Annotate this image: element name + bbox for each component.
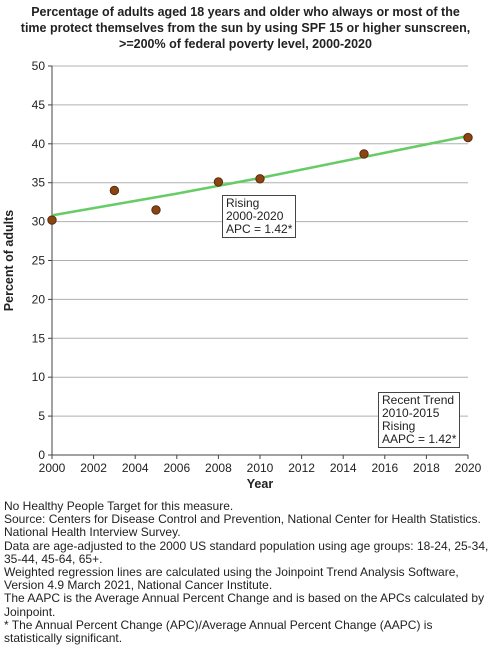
footnote: The AAPC is the Average Annual Percent C… <box>4 591 485 619</box>
y-tick-label: 50 <box>32 59 46 73</box>
chart-title-line-3: >=200% of federal poverty level, 2000-20… <box>119 37 372 51</box>
data-point <box>213 177 224 187</box>
footnote: * The Annual Percent Change (APC)/Averag… <box>4 617 433 646</box>
tick-labels: 0 5 10 15 20 25 30 35 40 45 50 2000 2002 2004 2006 2008… <box>32 59 482 475</box>
x-tick-label: 2000 <box>39 461 66 475</box>
x-tick-label: 2016 <box>371 461 398 475</box>
chart-title-line-2: time protect themselves from the sun by … <box>20 21 471 35</box>
y-tick-label: 5 <box>38 409 45 423</box>
x-tick-label: 2020 <box>455 461 482 475</box>
data-point <box>47 215 57 225</box>
trend-annotation-line: 2000-2020 <box>226 209 284 223</box>
recent-trend-annotation-line: Recent Trend <box>382 393 455 407</box>
trend-annotation-line: APC = 1.42* <box>226 222 293 236</box>
x-tick-label: 2006 <box>163 461 190 475</box>
y-tick-label: 0 <box>38 448 45 462</box>
y-tick-label: 30 <box>32 215 46 229</box>
recent-trend-annotation-line: 2010-2015 <box>382 406 440 420</box>
x-tick-label: 2002 <box>80 461 107 475</box>
data-point <box>151 205 161 215</box>
recent-trend-annotation-box: Recent Trend 2010-2015 Rising AAPC = 1.4… <box>378 392 461 448</box>
y-tick-label: 40 <box>32 137 46 151</box>
recent-trend-annotation-line: Rising <box>382 419 416 433</box>
y-tick-label: 35 <box>32 176 46 190</box>
y-tick-label: 15 <box>32 331 46 345</box>
x-tick-label: 2004 <box>122 461 149 475</box>
chart-title: Percentage of adults aged 18 years and o… <box>0 4 491 52</box>
data-point <box>463 132 473 143</box>
y-tick-label: 10 <box>32 370 46 384</box>
y-tick-label: 20 <box>32 292 46 306</box>
x-tick-label: 2010 <box>247 461 274 475</box>
data-point <box>109 185 120 196</box>
footnote: Weighted regression lines are calculated… <box>4 565 459 593</box>
trend-annotation-box: Rising 2000-2020 APC = 1.42* <box>222 195 297 238</box>
footnote: Data are age-adjusted to the 2000 US sta… <box>4 538 489 566</box>
data-points <box>47 132 473 225</box>
footnote: No Healthy People Target for this measur… <box>4 499 234 513</box>
x-tick-label: 2014 <box>330 461 357 475</box>
data-point <box>359 149 369 159</box>
trend-annotation-line: Rising <box>226 196 260 210</box>
y-axis-title: Percent of adults <box>2 210 16 311</box>
chart-area: 0 5 10 15 20 25 30 35 40 45 50 2000 2002 2004 2006 2008… <box>2 59 482 491</box>
x-tick-label: 2018 <box>413 461 440 475</box>
data-point <box>255 174 265 184</box>
y-tick-label: 25 <box>32 254 46 268</box>
chart-title-line-1: Percentage of adults aged 18 years and o… <box>31 5 460 19</box>
x-axis-title: Year <box>247 477 274 491</box>
footnote: Source: Centers for Disease Control and … <box>4 512 481 540</box>
x-tick-label: 2012 <box>288 461 315 475</box>
recent-trend-annotation-line: AAPC = 1.42* <box>382 432 457 446</box>
x-tick-label: 2008 <box>205 461 232 475</box>
y-tick-label: 45 <box>32 98 46 112</box>
footnotes: No Healthy People Target for this measur… <box>4 499 490 646</box>
